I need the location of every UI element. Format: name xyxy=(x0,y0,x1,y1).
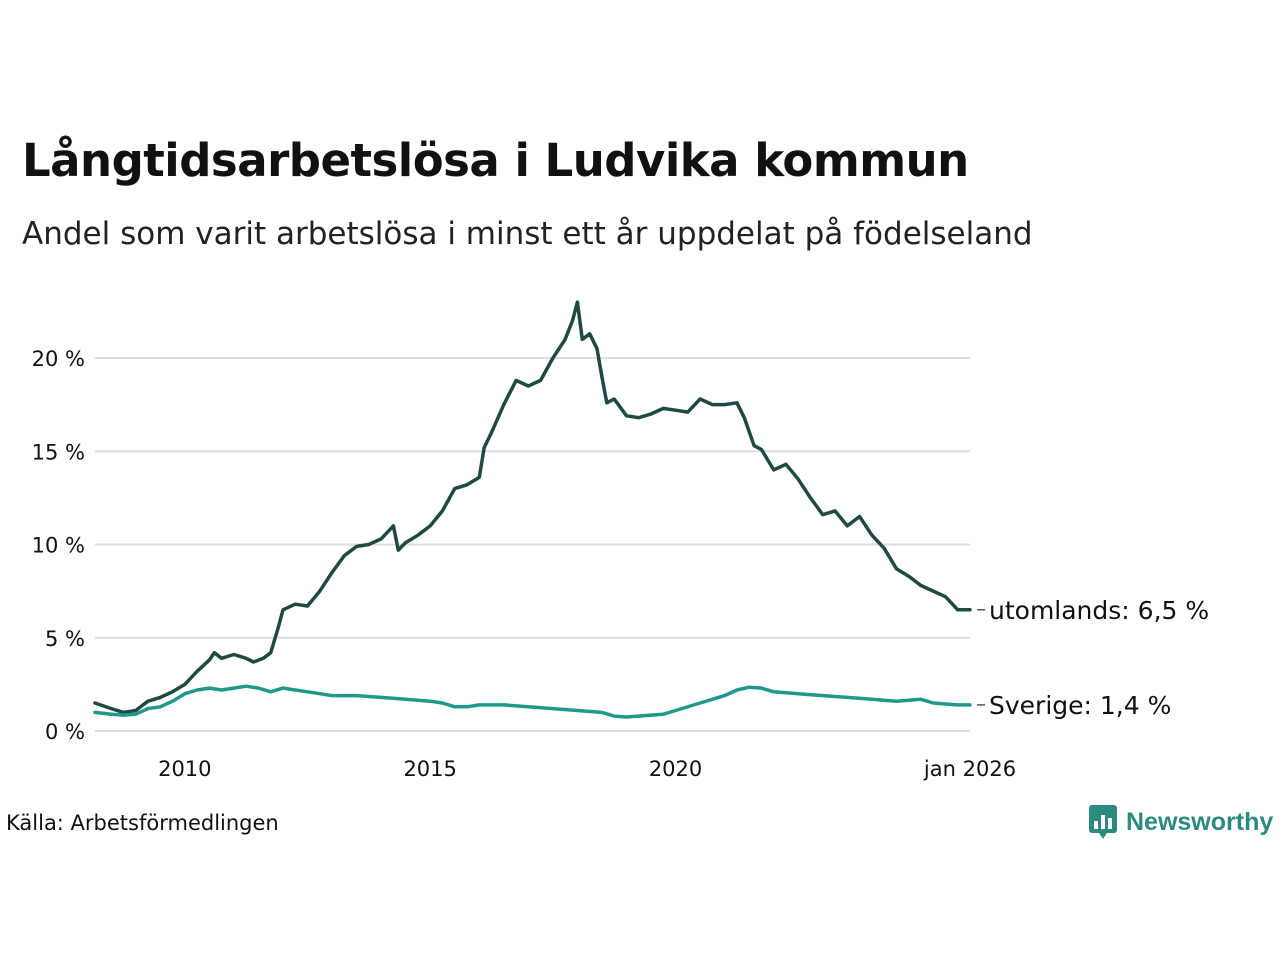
brand-name: Newsworthy xyxy=(1126,807,1274,836)
end-label-utomlands: utomlands: 6,5 % xyxy=(989,596,1209,625)
x-tick-label: jan 2026 xyxy=(923,757,1016,781)
y-axis-ticks: 0 % 5 % 10 % 15 % 20 % xyxy=(32,347,85,744)
y-tick-label: 20 % xyxy=(32,347,85,371)
x-tick-label: 2020 xyxy=(649,757,702,781)
series-line-sverige xyxy=(93,684,972,719)
y-tick-label: 10 % xyxy=(32,534,85,558)
x-axis-ticks: 2010 2015 2020 jan 2026 xyxy=(158,757,1016,781)
series-line-utomlands xyxy=(93,300,972,715)
y-tick-label: 0 % xyxy=(45,720,85,744)
series-lines xyxy=(93,300,972,719)
end-label-sverige: Sverige: 1,4 % xyxy=(989,691,1171,720)
newsworthy-icon xyxy=(1089,805,1117,839)
source-note: Källa: Arbetsförmedlingen xyxy=(6,811,279,835)
x-tick-label: 2015 xyxy=(403,757,456,781)
gridlines xyxy=(95,357,970,732)
newsworthy-logo[interactable]: Newsworthy xyxy=(1088,804,1273,840)
x-tick-label: 2010 xyxy=(158,757,211,781)
y-tick-label: 15 % xyxy=(32,440,85,464)
chart-title: Långtidsarbetslösa i Ludvika kommun xyxy=(22,134,969,187)
series-end-labels: utomlands: 6,5 % Sverige: 1,4 % xyxy=(977,596,1209,720)
y-tick-label: 5 % xyxy=(45,627,85,651)
chart-subtitle: Andel som varit arbetslösa i minst ett å… xyxy=(22,216,1033,252)
